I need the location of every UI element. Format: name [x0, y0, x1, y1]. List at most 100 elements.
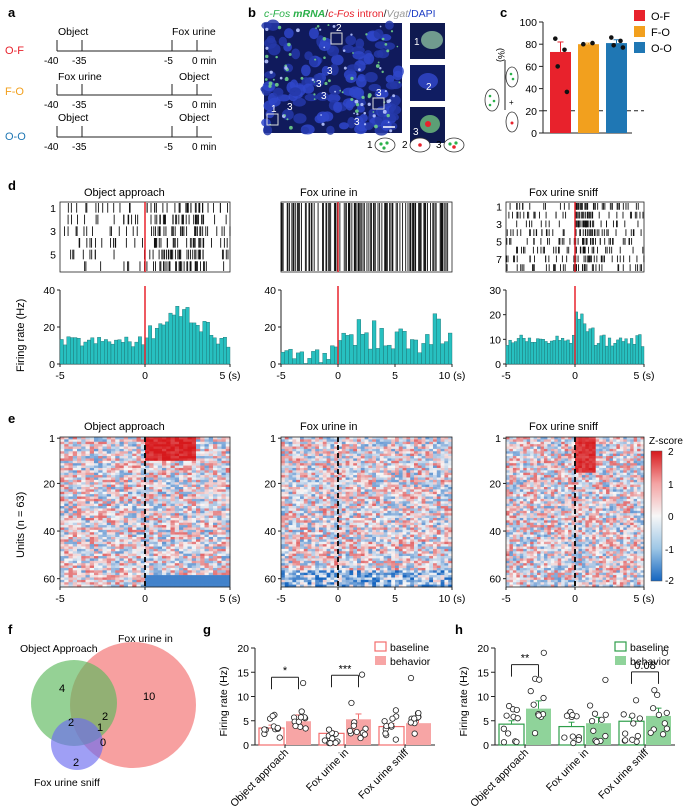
heatmap-cell: [98, 551, 103, 554]
c-tick-label: 80: [525, 39, 537, 51]
signal-dot: [314, 58, 317, 61]
heatmap-cell: [132, 479, 137, 483]
heatmap-cell: [345, 475, 350, 478]
heatmap-cell: [414, 487, 419, 490]
nucleus: [345, 35, 357, 46]
heatmap-cell: [60, 565, 65, 569]
heatmap-cell: [383, 475, 388, 478]
heatmap-cell: [98, 541, 103, 545]
heatmap-cell: [395, 475, 400, 478]
heatmap-cell: [307, 437, 312, 440]
heatmap-cell: [115, 577, 120, 581]
panel-label-d: d: [8, 178, 16, 193]
heatmap-cell: [123, 553, 129, 557]
heatmap-cell: [72, 437, 78, 440]
heatmap-cell: [225, 458, 231, 462]
heatmap-cell: [60, 541, 65, 545]
heatmap-cell: [123, 491, 129, 495]
heatmap-cell: [115, 560, 120, 564]
heatmap-cell: [221, 444, 227, 447]
heatmap-cell: [221, 560, 227, 564]
e-title-fox-urine-in: Fox urine in: [300, 421, 357, 433]
heatmap-cell: [85, 565, 91, 569]
heatmap-cell: [136, 437, 142, 440]
signal-dot: [341, 91, 344, 94]
heatmap-cell: [398, 477, 403, 481]
heatmap-cell: [81, 537, 86, 540]
heatmap-cell: [387, 465, 392, 469]
heatmap-cell: [213, 553, 218, 557]
heatmap-cell: [98, 548, 103, 552]
heatmap-cell: [191, 546, 197, 550]
heatmap-cell: [402, 475, 407, 478]
heatmap-cell: [111, 565, 116, 569]
heatmap-cell: [123, 558, 129, 562]
heatmap-cell: [376, 460, 381, 464]
heatmap-cell: [170, 520, 176, 524]
signal-dot: [379, 67, 382, 70]
heatmap-cell: [94, 572, 99, 576]
heatmap-cell: [213, 584, 218, 588]
heatmap-cell: [132, 439, 137, 443]
heatmap-cell: [162, 541, 167, 545]
heatmap-cell: [196, 567, 201, 571]
heatmap-cell: [89, 534, 95, 538]
heatmap-cell: [94, 439, 99, 443]
heatmap-cell: [204, 460, 210, 464]
heatmap-cell: [145, 553, 150, 557]
heatmap-cell: [94, 548, 99, 552]
heatmap-cell: [89, 532, 95, 535]
heatmap-cell: [60, 577, 65, 581]
hist-bar: [605, 345, 609, 365]
heatmap-cell: [296, 494, 301, 497]
heatmap-cell: [128, 465, 133, 469]
heatmap-cell: [60, 515, 65, 519]
heatmap-cell: [357, 472, 362, 476]
heatmap-cell: [174, 520, 180, 524]
heatmap-cell: [60, 506, 65, 509]
heatmap-cell: [307, 463, 312, 466]
heatmap-cell: [391, 458, 396, 462]
heatmap-cell: [162, 456, 167, 459]
heatmap-cell: [157, 565, 163, 569]
heatmap-cell: [221, 503, 227, 507]
heatmap-cell: [221, 541, 227, 545]
heatmap-cell: [225, 501, 231, 504]
heatmap-cell: [360, 487, 365, 490]
heatmap-cell: [341, 482, 346, 485]
heatmap-cell: [145, 446, 150, 450]
heatmap-cell: [123, 551, 129, 554]
heatmap-cell: [89, 487, 95, 490]
heatmap-cell: [191, 560, 197, 564]
heatmap-cell: [429, 453, 434, 457]
hist-bar: [168, 312, 173, 365]
heatmap-cell: [123, 532, 129, 535]
heatmap-cell: [98, 472, 103, 476]
heatmap-cell: [191, 577, 197, 581]
heatmap-cell: [149, 467, 154, 471]
heatmap-cell: [368, 479, 373, 483]
heatmap-cell: [395, 472, 400, 476]
heatmap-cell: [311, 494, 316, 497]
heatmap-cell: [64, 560, 69, 564]
heatmap-cell: [444, 439, 449, 443]
heatmap-cell: [170, 470, 176, 474]
hist-bar: [345, 335, 350, 365]
heatmap-cell: [136, 541, 142, 545]
heatmap-cell: [157, 508, 163, 512]
heatmap-cell: [200, 448, 205, 452]
heatmap-cell: [200, 491, 205, 495]
heatmap-cell: [111, 513, 116, 516]
heatmap-cell: [440, 460, 445, 464]
heatmap-cell: [204, 451, 210, 454]
heatmap-cell: [402, 437, 407, 440]
heatmap-cell: [225, 551, 231, 554]
heatmap-cell: [213, 477, 218, 481]
heatmap-cell: [187, 525, 193, 528]
heatmap-cell: [115, 489, 120, 493]
heatmap-cell: [330, 487, 335, 490]
tick-label: -35: [72, 56, 87, 67]
heatmap-cell: [353, 453, 358, 457]
heatmap-cell: [94, 460, 99, 464]
heatmap-cell: [64, 489, 69, 493]
